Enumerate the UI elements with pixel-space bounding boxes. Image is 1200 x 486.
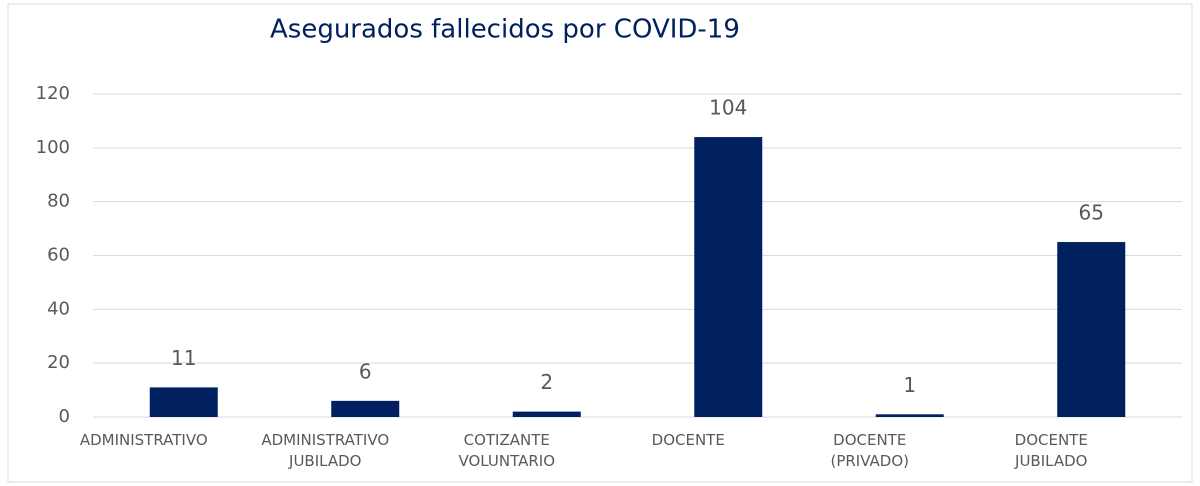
data-label: 2 — [540, 370, 553, 394]
bar — [875, 414, 944, 417]
x-tick-label: DOCENTE (PRIVADO) — [830, 431, 909, 470]
bar — [1057, 242, 1126, 417]
y-tick-label: 40 — [47, 298, 70, 319]
bar — [512, 411, 581, 417]
data-label: 104 — [709, 96, 747, 120]
y-tick-label: 100 — [36, 137, 70, 158]
x-tick-label: ADMINISTRATIVO JUBILADO — [261, 431, 389, 470]
y-tick-label: 120 — [36, 83, 70, 104]
y-tick-label: 0 — [59, 406, 70, 427]
x-tick-label: ADMINISTRATIVO — [80, 431, 208, 449]
chart-title: Asegurados fallecidos por COVID-19 — [270, 15, 740, 45]
y-tick-label: 20 — [47, 352, 70, 373]
x-tick-label: COTIZANTE VOLUNTARIO — [458, 431, 555, 470]
data-label: 1 — [903, 373, 916, 397]
data-label: 11 — [171, 346, 196, 370]
data-label: 65 — [1079, 201, 1104, 225]
bar — [331, 400, 400, 417]
bar — [149, 387, 218, 417]
x-tick-label: DOCENTE — [652, 431, 725, 449]
data-label: 6 — [359, 359, 372, 383]
y-tick-label: 80 — [47, 191, 70, 212]
x-tick-label: DOCENTE JUBILADO — [1014, 431, 1088, 470]
y-tick-label: 60 — [47, 245, 70, 266]
bar — [694, 137, 763, 418]
